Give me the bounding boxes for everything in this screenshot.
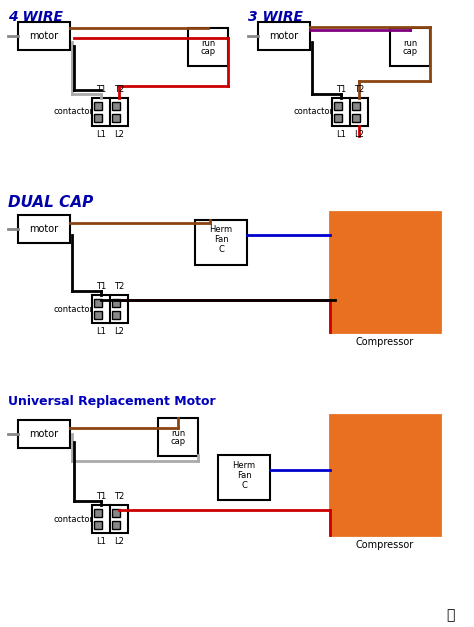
Text: cap: cap — [171, 438, 185, 446]
Text: L1: L1 — [96, 130, 106, 139]
Text: T2: T2 — [114, 492, 124, 501]
Bar — [112, 521, 120, 529]
Text: L2: L2 — [114, 327, 124, 336]
Text: 4 WIRE: 4 WIRE — [8, 10, 63, 24]
Text: Compressor: Compressor — [356, 540, 414, 550]
Bar — [112, 509, 120, 517]
Bar — [92, 505, 128, 533]
Text: motor: motor — [29, 31, 59, 41]
Text: C: C — [241, 480, 247, 490]
Text: Herm: Herm — [232, 460, 255, 470]
Bar — [334, 102, 342, 110]
Bar — [352, 102, 360, 110]
Text: contactor: contactor — [54, 107, 94, 117]
Text: Compressor: Compressor — [356, 337, 414, 347]
Text: contactor: contactor — [54, 515, 94, 524]
Bar — [334, 114, 342, 122]
Bar — [94, 299, 102, 307]
Bar — [158, 418, 198, 456]
Text: L2: L2 — [354, 130, 364, 139]
Bar — [195, 220, 247, 265]
Bar — [112, 102, 120, 110]
Bar — [390, 28, 430, 66]
Text: L2: L2 — [114, 537, 124, 546]
Text: 3 WIRE: 3 WIRE — [248, 10, 303, 24]
Text: T1: T1 — [336, 85, 346, 94]
Text: contactor: contactor — [294, 107, 334, 117]
Bar — [112, 299, 120, 307]
Bar — [94, 114, 102, 122]
Bar — [94, 311, 102, 319]
Bar — [112, 311, 120, 319]
Text: Herm: Herm — [210, 226, 233, 234]
Text: cap: cap — [402, 48, 418, 56]
Bar — [330, 415, 440, 535]
Text: L2: L2 — [114, 130, 124, 139]
Text: Universal Replacement Motor: Universal Replacement Motor — [8, 395, 216, 408]
Bar — [352, 114, 360, 122]
Bar — [18, 22, 70, 50]
Text: run: run — [403, 38, 417, 48]
Text: T2: T2 — [114, 85, 124, 94]
Text: T1: T1 — [96, 85, 106, 94]
Bar — [188, 28, 228, 66]
Text: 🔌: 🔌 — [446, 608, 454, 622]
Text: Fan: Fan — [214, 236, 228, 245]
Text: T2: T2 — [354, 85, 364, 94]
Text: motor: motor — [29, 429, 59, 439]
Bar — [94, 521, 102, 529]
Bar — [18, 215, 70, 243]
Bar — [94, 102, 102, 110]
Text: motor: motor — [29, 224, 59, 234]
Bar — [112, 114, 120, 122]
Text: motor: motor — [269, 31, 299, 41]
Text: T2: T2 — [114, 282, 124, 291]
Bar — [92, 98, 128, 126]
Bar — [330, 212, 440, 332]
Text: contactor: contactor — [54, 305, 94, 314]
Text: DUAL CAP: DUAL CAP — [8, 195, 93, 210]
Bar — [92, 295, 128, 323]
Bar — [218, 455, 270, 500]
Text: run: run — [201, 38, 215, 48]
Bar — [258, 22, 310, 50]
Bar — [18, 420, 70, 448]
Text: T1: T1 — [96, 492, 106, 501]
Text: run: run — [171, 428, 185, 438]
Text: L1: L1 — [96, 327, 106, 336]
Bar — [94, 509, 102, 517]
Text: Fan: Fan — [237, 470, 251, 480]
Text: L1: L1 — [336, 130, 346, 139]
Text: cap: cap — [201, 48, 216, 56]
Text: L1: L1 — [96, 537, 106, 546]
Text: C: C — [218, 246, 224, 255]
Bar — [332, 98, 368, 126]
Text: T1: T1 — [96, 282, 106, 291]
